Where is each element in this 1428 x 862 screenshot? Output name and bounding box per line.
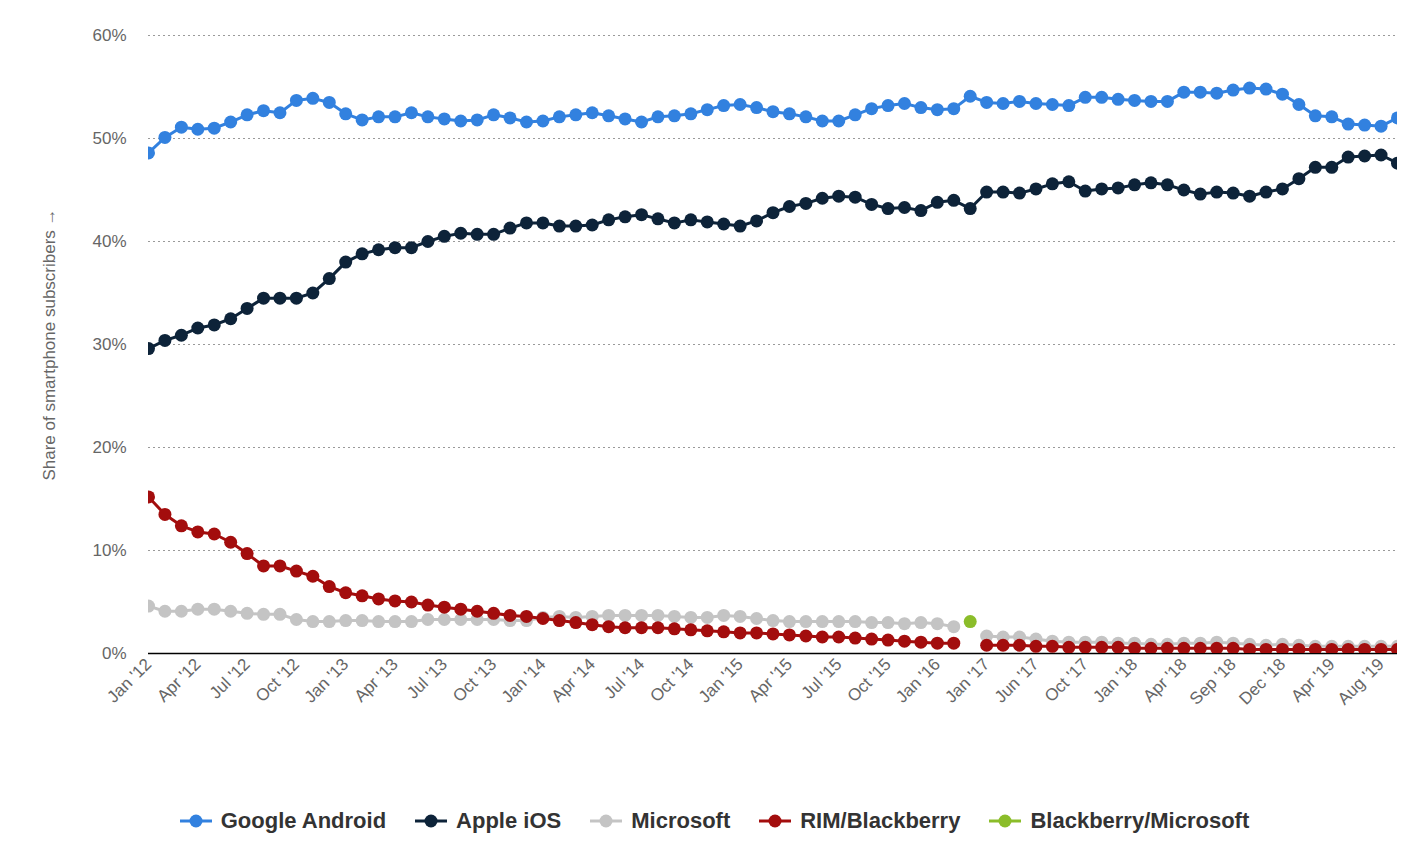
html-text:Microsoft: Microsoft — [631, 808, 731, 833]
svg-text:Jan '14: Jan '14 — [498, 655, 550, 707]
svg-text:30%: 30% — [92, 335, 126, 354]
svg-text:10%: 10% — [92, 541, 126, 560]
svg-text:Apr '13: Apr '13 — [351, 655, 402, 706]
svg-text:20%: 20% — [92, 438, 126, 457]
svg-text:Sep '18: Sep '18 — [1186, 655, 1240, 709]
svg-text:60%: 60% — [92, 26, 126, 45]
svg-text:Dec '18: Dec '18 — [1235, 655, 1289, 709]
svg-text:Jun '17: Jun '17 — [991, 655, 1043, 707]
svg-text:Jan '12: Jan '12 — [103, 655, 155, 707]
svg-text:Oct '12: Oct '12 — [252, 655, 303, 706]
svg-text:Aug '19: Aug '19 — [1334, 655, 1388, 709]
svg-text:Apr '15: Apr '15 — [745, 655, 796, 706]
svg-text:Oct '15: Oct '15 — [844, 655, 895, 706]
html-text:Blackberry/Microsoft: Blackberry/Microsoft — [1030, 808, 1250, 833]
svg-text:Oct '13: Oct '13 — [449, 655, 500, 706]
svg-text:Jul '14: Jul '14 — [600, 655, 648, 703]
html-text:Apple iOS: Apple iOS — [456, 808, 562, 833]
svg-text:Share of smartphone subscriber: Share of smartphone subscribers → — [40, 208, 59, 480]
svg-text:Apr '19: Apr '19 — [1287, 655, 1338, 706]
svg-text:Jan '18: Jan '18 — [1089, 655, 1141, 707]
svg-text:Jan '13: Jan '13 — [301, 655, 353, 707]
svg-text:Jan '15: Jan '15 — [695, 655, 747, 707]
svg-text:40%: 40% — [92, 232, 126, 251]
svg-text:Jul '13: Jul '13 — [403, 655, 451, 703]
svg-text:Oct '14: Oct '14 — [646, 655, 697, 706]
html-text:Google Android: Google Android — [220, 808, 387, 833]
svg-text:Apr '14: Apr '14 — [548, 655, 599, 706]
svg-text:Jul '12: Jul '12 — [206, 655, 254, 703]
svg-text:Apr '18: Apr '18 — [1139, 655, 1190, 706]
svg-text:Jan '16: Jan '16 — [892, 655, 944, 707]
svg-text:Jul '15: Jul '15 — [798, 655, 846, 703]
svg-text:Apr '12: Apr '12 — [153, 655, 204, 706]
svg-text:0%: 0% — [102, 644, 127, 663]
svg-text:Oct '17: Oct '17 — [1041, 655, 1092, 706]
html-text:RIM/Blackberry: RIM/Blackberry — [800, 808, 961, 833]
svg-text:Jan '17: Jan '17 — [941, 655, 993, 707]
svg-text:50%: 50% — [92, 129, 126, 148]
